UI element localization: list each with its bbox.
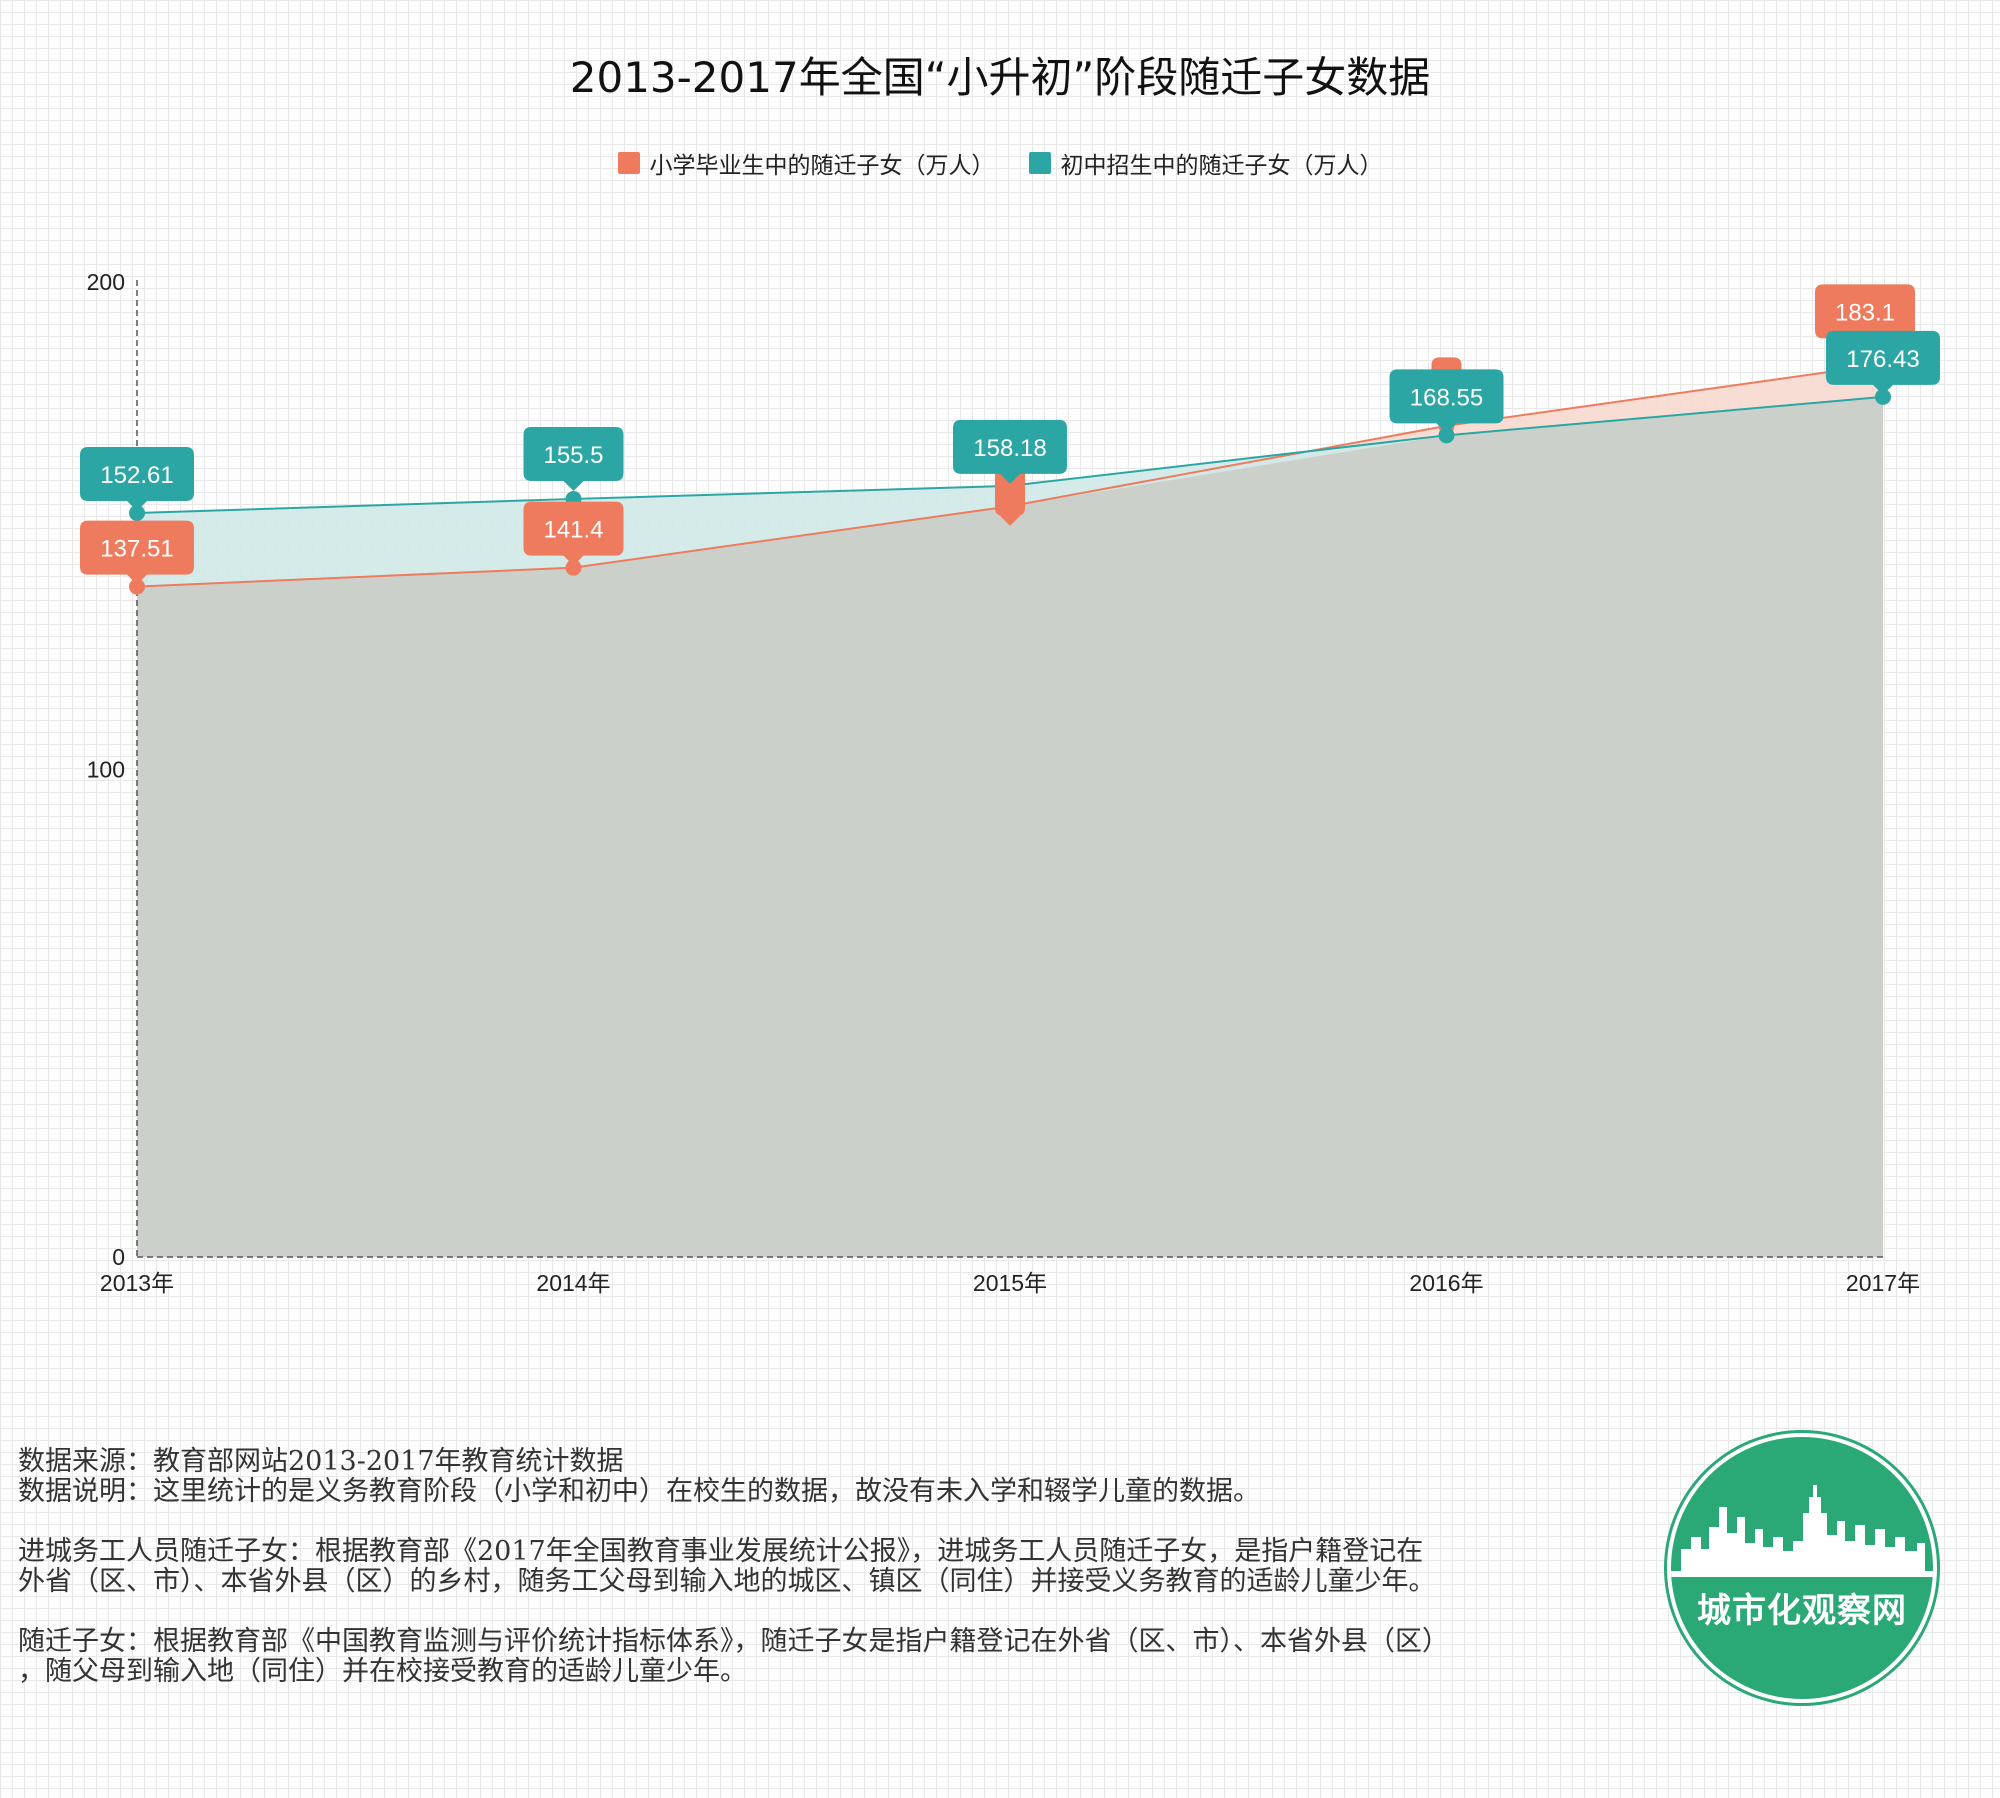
data-label-junior: 158.18: [973, 435, 1046, 462]
note-data-explanation: 数据说明：这里统计的是义务教育阶段（小学和初中）在校生的数据，故没有未入学和辍学…: [18, 1476, 1260, 1507]
data-label-primary-box: [80, 520, 194, 585]
chart-title: 2013-2017年全国“小升初”阶段随迁子女数据: [569, 53, 1431, 102]
x-tick-label: 2013年: [100, 1270, 174, 1296]
data-point: [1875, 388, 1891, 405]
data-point: [565, 559, 582, 576]
data-label-junior-box: [1826, 330, 1940, 395]
legend-item-junior-enrollment[interactable]: 初中招生中的随迁子女（万人）: [1028, 146, 1383, 180]
data-label-primary: 137.51: [100, 536, 173, 563]
data-label-junior: 152.61: [100, 462, 173, 489]
note-migrant-definition-2: 外省（区、市）、本省外县（区）的乡村，随务工父母到输入地的城区、镇区（同住）并接…: [18, 1566, 1436, 1597]
site-logo: 城市化观察网: [1671, 1437, 1933, 1699]
y-tick-label: 0: [112, 1244, 125, 1270]
logo-text: 城市化观察网: [1697, 1591, 1907, 1631]
x-tick-label: 2016年: [1409, 1270, 1483, 1296]
legend-swatch-junior: [1028, 152, 1051, 174]
skyline-icon: [1671, 1485, 1933, 1577]
legend-label-junior: 初中招生中的随迁子女（万人）: [1060, 153, 1383, 179]
data-label-primary: 141.4: [543, 517, 603, 544]
x-tick-label: 2017年: [1846, 1270, 1920, 1296]
data-label-primary: 183.1: [1835, 299, 1895, 326]
data-label-primary-box: [523, 501, 624, 566]
note-children-definition-2: ，随父母到输入地（同住）并在校接受教育的适龄儿童少年。: [18, 1656, 747, 1687]
data-label-junior: 155.5: [543, 442, 603, 469]
data-point: [1438, 427, 1455, 444]
data-point: [129, 578, 145, 595]
note-children-definition-1: 随迁子女：根据教育部《中国教育监测与评价统计指标体系》，随迁子女是指户籍登记在外…: [18, 1626, 1449, 1657]
area-chart: 0 100 200 2013年 2014年 2015年 2016年 2017年 137.51 14…: [80, 269, 1940, 1296]
data-label-junior-box: [1389, 369, 1504, 434]
x-tick-label: 2015年: [973, 1270, 1047, 1296]
legend-label-primary: 小学毕业生中的随迁子女（万人）: [649, 153, 995, 179]
data-label-junior: 176.43: [1846, 346, 1919, 373]
y-tick-label: 100: [87, 757, 125, 783]
data-point: [129, 505, 145, 522]
data-label-primary-box: [995, 461, 1025, 526]
chart-legend: 小学毕业生中的随迁子女（万人） 初中招生中的随迁子女（万人）: [0, 146, 2000, 180]
note-data-source: 数据来源：教育部网站2013-2017年教育统计数据: [18, 1446, 624, 1477]
legend-item-primary-graduates[interactable]: 小学毕业生中的随迁子女（万人）: [617, 146, 995, 180]
y-tick-label: 200: [87, 269, 125, 295]
data-label-junior-box: [80, 447, 194, 512]
legend-swatch-primary: [617, 152, 640, 174]
area-overlap: [137, 396, 1883, 1257]
note-migrant-definition-1: 进城务工人员随迁子女：根据教育部《2017年全国教育事业发展统计公报》，进城务工…: [18, 1536, 1424, 1567]
notes-section: 数据来源：教育部网站2013-2017年教育统计数据 数据说明：这里统计的是义务…: [18, 1447, 1618, 1687]
data-label-junior-box: [953, 419, 1067, 484]
data-label-junior-box: [523, 426, 624, 491]
data-label-junior: 168.55: [1410, 384, 1483, 411]
x-tick-label: 2014年: [536, 1270, 610, 1296]
